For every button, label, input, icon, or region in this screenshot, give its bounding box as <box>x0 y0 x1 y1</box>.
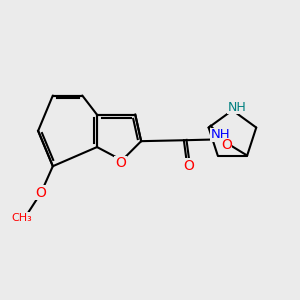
Text: NH: NH <box>227 101 246 114</box>
Text: NH: NH <box>211 128 230 141</box>
Text: O: O <box>183 159 194 173</box>
Text: O: O <box>221 138 232 152</box>
Text: CH₃: CH₃ <box>11 213 32 223</box>
Text: O: O <box>115 156 126 170</box>
Text: O: O <box>36 186 46 200</box>
